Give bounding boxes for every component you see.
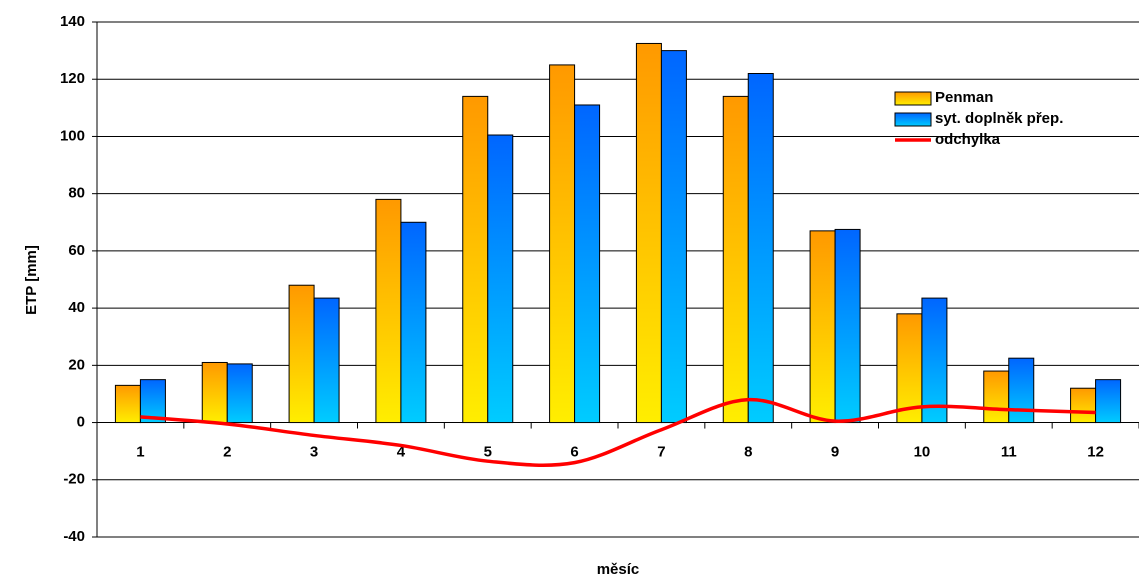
y-tick-label: 0 <box>77 414 85 431</box>
x-tick-label: 1 <box>136 444 144 461</box>
x-tick-label: 8 <box>744 444 752 461</box>
y-tick-label: -40 <box>63 528 85 545</box>
bar <box>574 104 601 424</box>
bar <box>462 95 489 424</box>
x-axis-title: měsíc <box>597 561 640 578</box>
y-tick-label: 140 <box>60 13 85 30</box>
x-tick-label: 7 <box>657 444 665 461</box>
bar <box>921 297 948 424</box>
line <box>140 397 1096 467</box>
legend-label: Penman <box>935 89 993 106</box>
x-tick-label: 10 <box>914 444 931 461</box>
bar <box>226 363 253 424</box>
x-tick-label: 2 <box>223 444 231 461</box>
bar <box>660 50 687 424</box>
legend-swatch <box>894 112 932 127</box>
bar <box>747 73 774 424</box>
legend-swatch <box>894 91 932 106</box>
bar <box>983 370 1010 424</box>
bar <box>722 95 749 424</box>
x-tick-label: 5 <box>484 444 492 461</box>
bar <box>834 228 861 424</box>
x-tick-label: 6 <box>570 444 578 461</box>
y-tick-label: -20 <box>63 471 85 488</box>
y-tick-label: 40 <box>68 299 85 316</box>
bar <box>139 379 166 424</box>
bar <box>114 384 141 424</box>
legend-label: odchylka <box>935 131 1001 148</box>
bar <box>201 361 228 424</box>
bar <box>313 297 340 424</box>
bar <box>1070 387 1097 424</box>
x-tick-label: 9 <box>831 444 839 461</box>
legend-label: syt. doplněk přep. <box>935 110 1063 127</box>
y-tick-label: 100 <box>60 127 85 144</box>
bar <box>809 230 836 424</box>
y-axis-title: ETP [mm] <box>23 245 40 315</box>
y-tick-label: 20 <box>68 356 85 373</box>
bar <box>635 42 662 424</box>
bar <box>1008 357 1035 424</box>
y-tick-label: 60 <box>68 242 85 259</box>
bar <box>288 284 315 424</box>
bar <box>400 221 427 424</box>
x-tick-label: 12 <box>1087 444 1104 461</box>
bar <box>1095 379 1122 424</box>
y-tick-label: 120 <box>60 70 85 87</box>
x-tick-label: 11 <box>1001 444 1017 461</box>
bar <box>487 134 514 424</box>
x-tick-label: 4 <box>397 444 406 461</box>
bar <box>896 313 923 424</box>
y-tick-label: 80 <box>68 185 85 202</box>
bar <box>549 64 576 424</box>
bar <box>375 198 402 424</box>
x-tick-label: 3 <box>310 444 318 461</box>
